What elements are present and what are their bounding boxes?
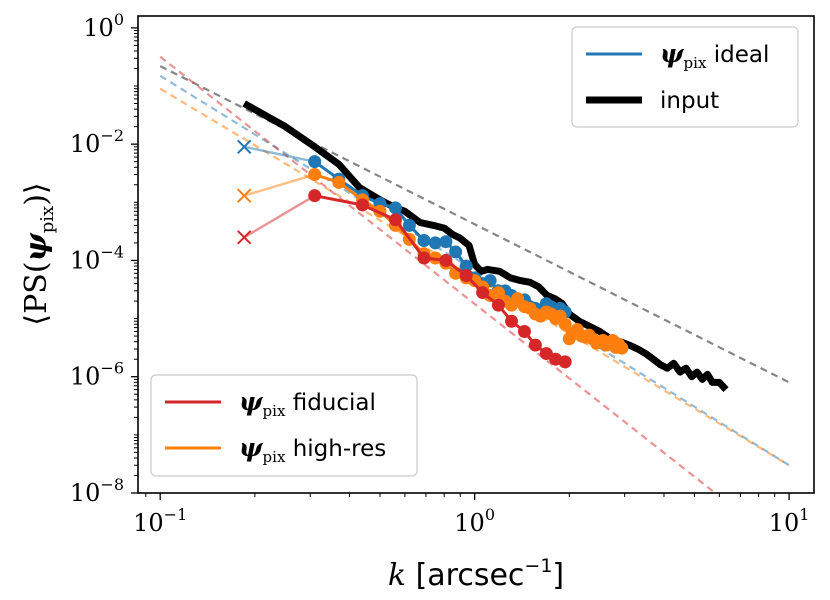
y-tick-label: 10−8 [70,475,124,507]
fit-line-3 [159,55,717,493]
series-point-fiducial [388,213,402,227]
y-axis-ticks: 100 10−2 10−4 10−6 10−8 [70,10,138,507]
fit-lines [159,55,790,493]
fit-line-0 [159,65,790,384]
series-layer [237,100,729,392]
legend-label-fiducial: ψpix fiducial [239,387,376,420]
x-tick-label: 100 [454,505,495,537]
series-cross-marker-ideal [237,139,252,155]
series-point-fiducial [505,314,519,328]
series-point-fiducial [417,251,431,265]
x-tick-label: 101 [769,505,810,537]
series-point-ideal [417,234,431,248]
series-point-fiducial [476,286,490,300]
legend-label-input: input [660,88,719,114]
series-point-fiducial [459,269,473,283]
series-connector-fiducial [243,194,316,239]
y-tick-label: 10−6 [70,359,124,391]
series-point-high-res [308,168,322,182]
series-cross-marker-fiducial [237,230,252,245]
series-point-high-res [615,341,629,355]
legend-label-ideal: ψpix ideal [660,39,769,72]
series-point-ideal [449,245,463,259]
plot-frame [137,15,815,494]
x-axis-label: k [arcsec−1] [388,555,564,593]
series-point-high-res [558,317,572,331]
series-point-ideal [388,201,402,215]
series-point-fiducial [528,338,542,352]
series-point-fiducial [558,355,572,369]
legends: ψpix ideal input ψpix fiducial ψpix high-re… [150,26,799,477]
series-point-ideal [308,155,322,169]
fit-line-1 [159,74,790,467]
series-line-input [242,100,729,392]
legend-lower-left: ψpix fiducial ψpix high-res [150,374,418,477]
y-tick-label: 10−2 [70,126,124,158]
series-point-fiducial [308,189,322,203]
series-point-fiducial [517,324,531,338]
legend-label-high-res: ψpix high-res [239,433,386,466]
series-point-ideal [428,236,442,250]
series-connector-ideal [243,145,315,163]
series-point-high-res [332,175,346,189]
legend-upper-right: ψpix ideal input [571,26,799,128]
x-tick-label: 10−1 [133,505,187,537]
y-axis-label: ⟨PS(ψpix)⟩ [19,182,58,325]
x-axis-ticks: 10−1 100 101 [133,493,809,537]
series-point-ideal [402,218,416,232]
y-tick-label: 10−4 [70,242,124,274]
y-tick-label: 100 [83,10,124,42]
series-cross-marker-high-res [237,188,252,203]
series-point-fiducial [539,347,553,361]
series-point-fiducial [491,298,505,312]
series-point-fiducial [439,253,453,267]
series-connector-high-res [243,173,316,197]
series-point-ideal [439,235,453,249]
series-point-ideal [459,259,473,273]
series-point-fiducial [356,198,370,212]
